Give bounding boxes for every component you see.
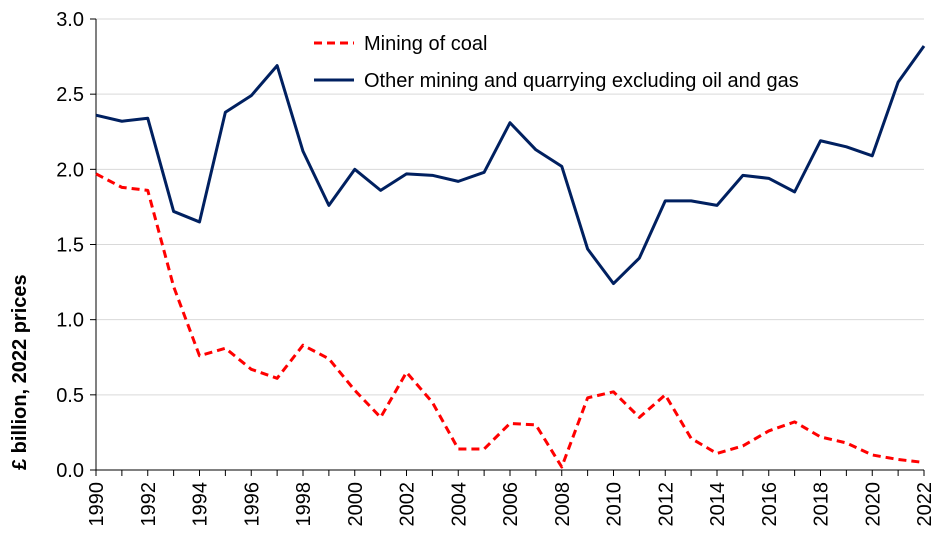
x-tick-label: 2016 xyxy=(759,482,781,527)
y-tick-label: 2.5 xyxy=(56,84,84,106)
x-tick-label: 1998 xyxy=(293,482,315,527)
gridlines xyxy=(96,18,924,396)
y-axis-label: £ billion, 2022 prices xyxy=(9,274,31,470)
y-tick-label: 0.5 xyxy=(56,385,84,407)
x-tick-label: 2010 xyxy=(604,482,626,527)
x-tick-label: 2004 xyxy=(448,482,470,527)
legend-label-other-mining: Other mining and quarrying excluding oil… xyxy=(364,70,799,92)
y-tick-label: 2.0 xyxy=(56,159,84,181)
series-lines xyxy=(95,45,926,469)
x-tick-label: 2006 xyxy=(500,482,522,527)
y-tick-label: 1.5 xyxy=(56,235,84,257)
x-tick-label: 2018 xyxy=(811,482,833,527)
x-tick-label: 2020 xyxy=(862,482,884,527)
y-tick-label: 1.0 xyxy=(56,310,84,332)
legend: Mining of coal Other mining and quarryin… xyxy=(314,33,799,92)
legend-label-coal: Mining of coal xyxy=(364,33,487,55)
x-tick-label: 2002 xyxy=(397,482,419,527)
x-tick-label: 1990 xyxy=(86,482,108,527)
y-axis-ticks: 0.0 0.5 1.0 1.5 2.0 2.5 3.0 xyxy=(56,9,96,482)
x-tick-label: 2012 xyxy=(655,482,677,527)
x-tick-label: 2022 xyxy=(914,482,936,527)
x-tick-label: 1994 xyxy=(190,482,212,527)
series-line-other-mining xyxy=(95,45,926,286)
x-tick-label: 1996 xyxy=(241,482,263,527)
x-tick-label: 2014 xyxy=(707,482,729,527)
x-tick-label: 1992 xyxy=(138,482,160,527)
x-tick-label: 2000 xyxy=(345,482,367,527)
x-tick-label: 2008 xyxy=(552,482,574,527)
series-line-coal xyxy=(95,172,925,469)
x-axis-ticks: 1990 1992 1994 1996 1998 2000 2002 2004 2006 2008… xyxy=(86,470,936,527)
y-tick-label: 3.0 xyxy=(56,9,84,31)
y-tick-label: 0.0 xyxy=(56,460,84,482)
